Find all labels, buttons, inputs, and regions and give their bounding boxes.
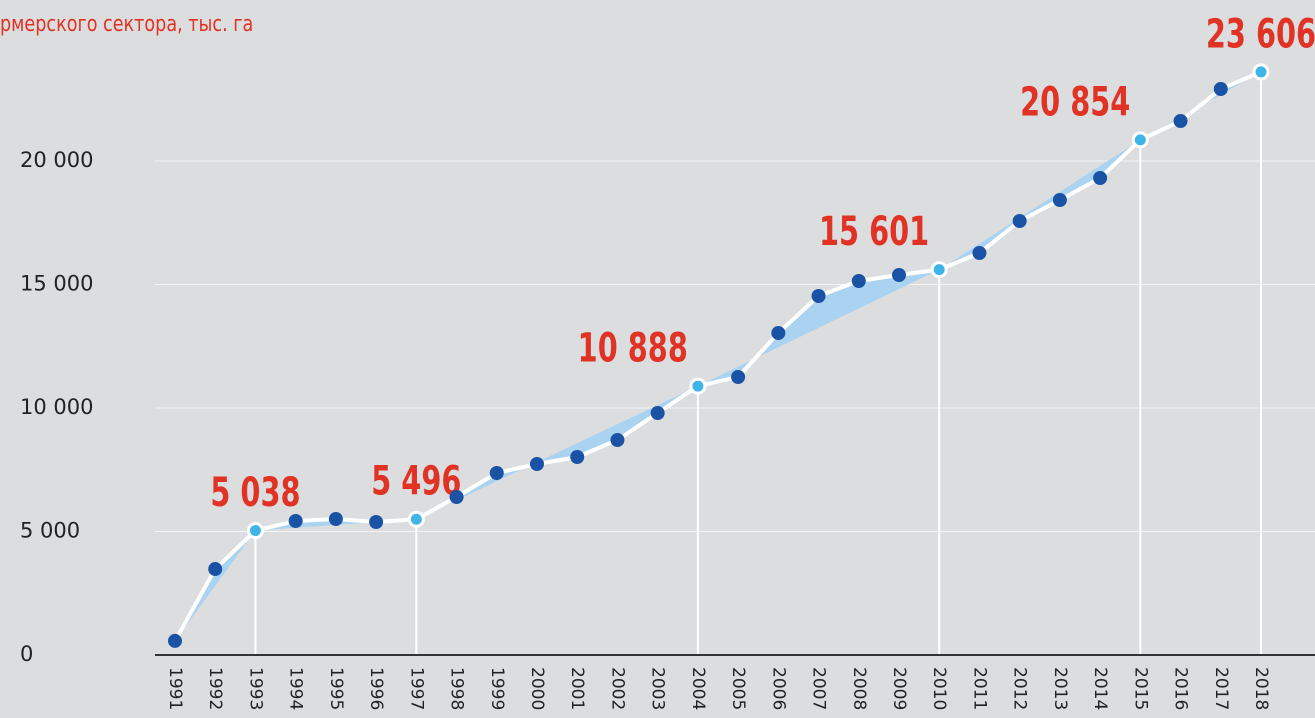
point bbox=[650, 405, 665, 420]
point bbox=[369, 514, 384, 529]
x-tick-label: 2017 bbox=[1211, 667, 1231, 710]
y-tick-label: 20 000 bbox=[20, 148, 93, 172]
point bbox=[489, 466, 504, 481]
x-tick-label: 2011 bbox=[969, 667, 989, 710]
highlight-point bbox=[1131, 131, 1149, 149]
point bbox=[168, 633, 182, 648]
y-tick-label: 5 000 bbox=[20, 519, 80, 543]
x-tick-label: 2012 bbox=[1010, 667, 1030, 710]
highlight-point bbox=[1252, 63, 1270, 81]
x-tick-label: 2004 bbox=[688, 667, 708, 710]
point bbox=[530, 456, 544, 471]
x-tick-label: 2018 bbox=[1251, 667, 1271, 710]
point bbox=[208, 562, 223, 577]
point bbox=[288, 514, 303, 529]
point bbox=[1213, 81, 1228, 96]
value-label: 10 888 bbox=[578, 326, 688, 372]
x-tick-label: 2005 bbox=[728, 667, 748, 710]
value-label: 15 601 bbox=[819, 210, 929, 256]
line bbox=[173, 70, 1262, 642]
point bbox=[731, 370, 746, 385]
x-tick-label: 1992 bbox=[205, 667, 225, 710]
x-tick-label: 2013 bbox=[1050, 667, 1070, 710]
x-tick-label: 2000 bbox=[527, 667, 547, 710]
x-tick-label: 1997 bbox=[406, 667, 426, 710]
point bbox=[570, 450, 585, 465]
x-tick-label: 1994 bbox=[286, 667, 306, 710]
highlight-point bbox=[930, 261, 948, 279]
x-tick-label: 2001 bbox=[567, 667, 587, 710]
point bbox=[328, 512, 343, 527]
point bbox=[449, 489, 464, 504]
x-tick-label: 1998 bbox=[447, 667, 467, 710]
x-tick-label: 2007 bbox=[809, 667, 829, 710]
highlight-point bbox=[407, 510, 425, 528]
point bbox=[1093, 170, 1108, 185]
point bbox=[610, 433, 625, 448]
value-label: 5 496 bbox=[371, 459, 461, 505]
point bbox=[892, 267, 906, 282]
highlight-point bbox=[246, 522, 264, 540]
x-tick-label: 2006 bbox=[768, 667, 788, 710]
x-tick-label: 1993 bbox=[245, 667, 265, 710]
x-tick-label: 2009 bbox=[889, 667, 909, 710]
x-tick-label: 1991 bbox=[165, 667, 185, 710]
y-tick-label: 15 000 bbox=[20, 272, 93, 296]
value-label: 5 038 bbox=[210, 470, 300, 516]
y-tick-label: 0 bbox=[20, 642, 33, 666]
x-tick-label: 2015 bbox=[1130, 667, 1150, 710]
point bbox=[1173, 114, 1188, 129]
point bbox=[811, 289, 826, 304]
y-tick-label: 10 000 bbox=[20, 395, 93, 419]
value-label: 23 606 bbox=[1206, 12, 1315, 58]
point bbox=[851, 273, 866, 288]
chart-subtitle: рмерского сектора, тыс. га bbox=[0, 11, 253, 36]
x-tick-label: 1995 bbox=[326, 667, 346, 710]
x-tick-label: 2008 bbox=[849, 667, 869, 710]
point bbox=[1052, 193, 1067, 208]
value-label: 20 854 bbox=[1020, 80, 1130, 126]
x-tick-label: 2010 bbox=[929, 667, 949, 710]
point bbox=[972, 246, 987, 261]
x-tick-label: 2014 bbox=[1090, 667, 1110, 710]
x-tick-label: 1996 bbox=[366, 667, 386, 710]
x-tick-label: 2003 bbox=[648, 667, 668, 710]
highlight-point bbox=[689, 377, 707, 395]
point bbox=[1012, 213, 1027, 228]
x-tick-label: 2002 bbox=[607, 667, 627, 710]
point bbox=[771, 326, 786, 341]
x-tick-label: 2016 bbox=[1171, 667, 1191, 710]
x-tick-label: 1999 bbox=[487, 667, 507, 710]
